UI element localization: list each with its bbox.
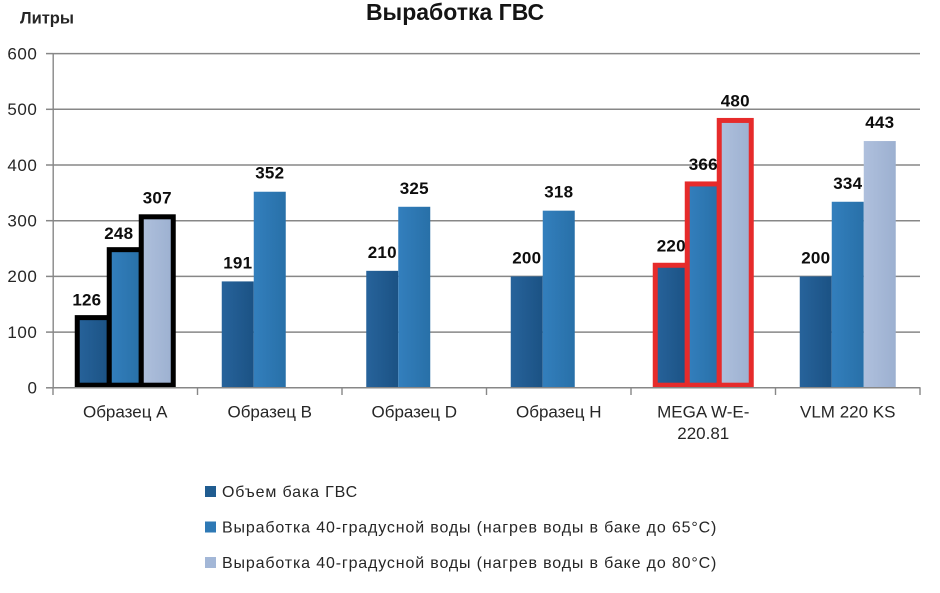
svg-text:307: 307 <box>143 188 172 207</box>
svg-text:191: 191 <box>223 253 252 272</box>
svg-text:200: 200 <box>7 267 37 286</box>
svg-text:366: 366 <box>689 155 718 174</box>
svg-text:Выработка ГВС: Выработка ГВС <box>366 0 544 25</box>
svg-text:100: 100 <box>7 323 37 342</box>
svg-text:Образец H: Образец H <box>516 403 601 422</box>
svg-text:VLM 220 KS: VLM 220 KS <box>800 403 895 422</box>
svg-text:352: 352 <box>255 164 284 183</box>
svg-text:400: 400 <box>7 156 37 175</box>
svg-text:248: 248 <box>104 224 133 243</box>
svg-text:220: 220 <box>657 236 686 255</box>
svg-text:Образец D: Образец D <box>372 403 457 422</box>
svg-text:Объем бака ГВС: Объем бака ГВС <box>222 484 358 501</box>
svg-text:Выработка 40-градусной воды (н: Выработка 40-градусной воды (нагрев воды… <box>222 555 717 572</box>
svg-text:126: 126 <box>72 290 101 309</box>
svg-text:220.81: 220.81 <box>677 424 729 443</box>
svg-text:325: 325 <box>400 179 429 198</box>
svg-text:300: 300 <box>7 212 37 231</box>
svg-text:MEGA W-E-: MEGA W-E- <box>657 403 749 422</box>
svg-text:318: 318 <box>544 183 573 202</box>
svg-text:200: 200 <box>801 248 830 267</box>
svg-text:210: 210 <box>368 243 397 262</box>
svg-text:0: 0 <box>27 379 37 398</box>
svg-text:443: 443 <box>865 113 894 132</box>
svg-text:500: 500 <box>7 100 37 119</box>
svg-text:Образец A: Образец A <box>83 403 168 422</box>
svg-text:Литры: Литры <box>20 10 74 28</box>
svg-text:600: 600 <box>7 44 37 63</box>
svg-text:200: 200 <box>512 248 541 267</box>
svg-text:Выработка 40-градусной воды (н: Выработка 40-градусной воды (нагрев воды… <box>222 520 717 537</box>
svg-text:334: 334 <box>833 174 862 193</box>
svg-text:480: 480 <box>721 91 750 110</box>
svg-text:Образец B: Образец B <box>227 403 312 422</box>
